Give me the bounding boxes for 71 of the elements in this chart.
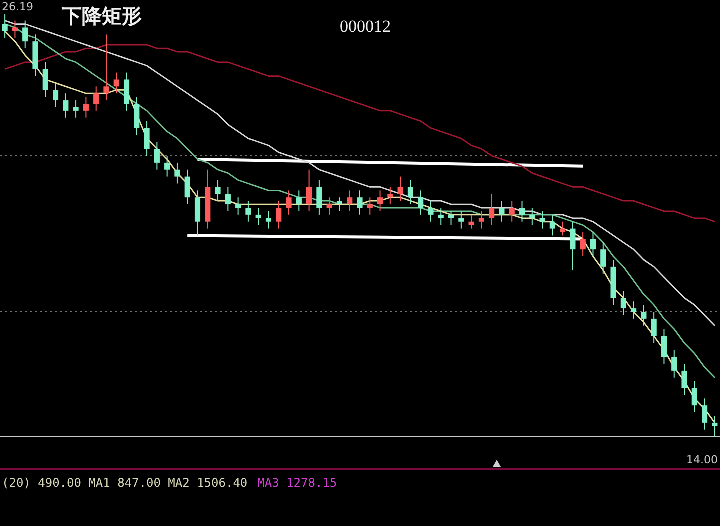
candlestick — [377, 190, 384, 212]
candlestick — [184, 169, 190, 206]
candlestick — [164, 156, 170, 178]
chart-title: 下降矩形 — [62, 3, 142, 30]
candlestick — [550, 214, 556, 236]
candlestick — [428, 200, 434, 222]
candlestick — [12, 20, 18, 39]
candlestick — [144, 120, 150, 156]
candlestick — [651, 312, 657, 344]
candlestick — [42, 62, 48, 98]
candlestick — [620, 290, 626, 316]
annotation: 14.00 — [686, 453, 718, 466]
candlestick — [326, 197, 332, 216]
text: (20) 490.00 MA1 847.00 MA2 1506.40 — [2, 476, 248, 490]
candlestick — [63, 93, 69, 118]
candlestick — [661, 328, 668, 364]
candlestick — [418, 190, 424, 216]
candlestick — [448, 210, 454, 226]
candlestick — [154, 142, 160, 170]
candlestick — [540, 210, 546, 230]
candlestick — [215, 180, 221, 202]
candlestick — [489, 194, 495, 226]
candlestick — [286, 190, 292, 216]
candlestick — [519, 200, 526, 222]
candlestick — [590, 232, 596, 258]
candlestick — [225, 186, 231, 212]
candlestick — [408, 180, 414, 206]
candlestick — [530, 208, 536, 226]
candlestick — [266, 210, 272, 230]
candlestick — [306, 169, 312, 212]
candlestick — [347, 190, 353, 212]
candlestick — [104, 34, 110, 102]
candlestick — [600, 242, 606, 274]
candlestick — [22, 20, 28, 50]
text: 000012 — [340, 17, 391, 37]
candlestick — [692, 380, 698, 414]
candlestick — [367, 197, 373, 216]
candlestick — [509, 200, 515, 222]
candlestick — [672, 350, 678, 378]
candlestick — [388, 186, 394, 206]
candlestick — [438, 208, 444, 226]
candlestick — [296, 190, 302, 212]
candlestick — [246, 200, 252, 222]
candlestick — [114, 72, 120, 94]
candlestick — [641, 304, 647, 326]
candlestick — [316, 180, 322, 216]
candlestick — [712, 416, 718, 438]
candlestick — [276, 200, 282, 230]
candlestick — [256, 208, 262, 226]
candlestick — [499, 200, 505, 222]
candlestick — [94, 86, 100, 112]
candlestick — [631, 301, 637, 320]
candlestick — [336, 197, 343, 212]
candlestick — [458, 210, 464, 230]
candlestick — [702, 398, 708, 430]
candlestick — [73, 100, 79, 118]
candlestick — [580, 232, 586, 258]
candlestick — [468, 214, 474, 230]
candlestick — [2, 14, 8, 39]
candlestick — [236, 197, 242, 216]
candlestick — [560, 221, 566, 236]
candlestick — [174, 162, 180, 184]
candlestick — [398, 176, 404, 202]
candlestick — [357, 190, 363, 216]
candlestick — [682, 364, 688, 396]
candlestick — [478, 210, 484, 230]
candlestick — [83, 96, 89, 118]
candlestick — [570, 221, 576, 271]
candlestick — [52, 82, 59, 108]
annotation: 26.19 — [2, 0, 34, 14]
text: MA3 1278.15 — [258, 476, 338, 490]
